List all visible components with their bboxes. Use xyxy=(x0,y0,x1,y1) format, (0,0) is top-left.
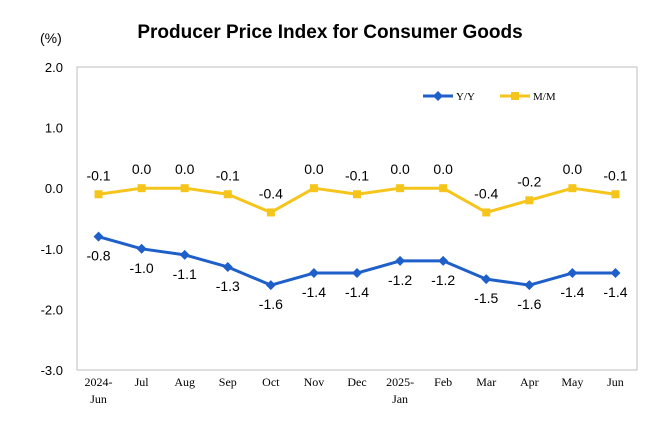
x-tick-label: Feb xyxy=(434,375,452,389)
y-tick-label: -1.0 xyxy=(41,242,63,257)
data-label: 0.0 xyxy=(304,161,324,177)
data-label: -1.5 xyxy=(474,290,498,306)
data-point xyxy=(137,184,146,193)
data-label: -1.4 xyxy=(345,284,369,300)
data-point xyxy=(611,190,620,199)
data-label: 0.0 xyxy=(175,161,195,177)
data-point xyxy=(610,268,621,279)
x-tick-label: Nov xyxy=(304,375,325,389)
data-point xyxy=(568,184,577,193)
data-label: -0.1 xyxy=(216,167,240,183)
data-label: -1.4 xyxy=(560,284,584,300)
x-tick-label: Mar xyxy=(476,375,496,389)
data-point xyxy=(395,255,406,266)
data-label: -1.2 xyxy=(388,272,412,288)
data-point xyxy=(525,196,534,205)
data-label: -0.1 xyxy=(345,167,369,183)
y-tick-label: 2.0 xyxy=(45,60,63,75)
data-point xyxy=(93,231,104,242)
y-axis-unit: (%) xyxy=(40,30,62,46)
x-tick-label: Jun xyxy=(607,375,624,389)
data-label: -1.2 xyxy=(431,272,455,288)
data-point xyxy=(481,274,492,285)
data-label: 0.0 xyxy=(132,161,152,177)
data-label: 0.0 xyxy=(390,161,410,177)
plot-border xyxy=(76,66,638,371)
data-label: -1.4 xyxy=(302,284,326,300)
data-point xyxy=(136,243,147,254)
data-point xyxy=(353,190,361,199)
y-tick-label: -3.0 xyxy=(41,363,63,378)
x-tick-label: Jul xyxy=(135,375,150,389)
data-point xyxy=(309,184,318,193)
legend-label: M/M xyxy=(533,91,556,103)
y-tick-label: 1.0 xyxy=(45,121,63,136)
data-label: -1.6 xyxy=(259,296,283,312)
chart-title: Producer Price Index for Consumer Goods xyxy=(137,22,523,43)
data-point xyxy=(265,280,276,291)
data-point xyxy=(396,184,405,193)
data-point xyxy=(352,268,362,279)
data-point xyxy=(223,190,232,199)
legend-marker xyxy=(511,92,519,100)
data-point xyxy=(180,184,189,193)
x-tick-label: Oct xyxy=(262,375,280,389)
data-point xyxy=(222,261,233,272)
legend-marker xyxy=(433,91,443,101)
data-label: -1.3 xyxy=(216,278,240,294)
data-label: -1.1 xyxy=(173,266,197,282)
x-tick-label: Aug xyxy=(174,375,195,389)
data-label: -0.4 xyxy=(474,185,498,201)
legend-label: Y/Y xyxy=(456,91,475,103)
data-label: -0.8 xyxy=(86,248,110,264)
x-tick-label: Apr xyxy=(520,375,539,389)
data-point xyxy=(438,255,449,266)
x-tick-label: Dec xyxy=(347,375,366,389)
data-label: -1.4 xyxy=(603,284,627,300)
data-label: -0.1 xyxy=(86,167,110,183)
data-point xyxy=(439,184,448,193)
data-point xyxy=(308,268,319,279)
data-label: 0.0 xyxy=(563,161,583,177)
x-tick-label: May xyxy=(561,375,583,389)
data-label: -0.1 xyxy=(603,167,627,183)
y-tick-label: -2.0 xyxy=(41,302,63,317)
data-label: -1.6 xyxy=(517,296,541,312)
data-label: 0.0 xyxy=(433,161,453,177)
x-tick-label: 2025-Jan xyxy=(386,375,414,406)
data-point xyxy=(266,208,275,217)
data-point xyxy=(482,208,491,217)
data-point xyxy=(524,280,535,291)
data-point xyxy=(94,190,103,199)
data-label: -1.0 xyxy=(130,260,154,276)
x-tick-label: Sep xyxy=(219,375,237,389)
data-label: -0.2 xyxy=(517,173,541,189)
data-label: -0.4 xyxy=(259,185,283,201)
y-tick-label: 0.0 xyxy=(45,181,63,196)
data-point xyxy=(567,268,578,279)
data-point xyxy=(179,249,190,260)
x-tick-label: 2024-Jun xyxy=(85,375,113,406)
